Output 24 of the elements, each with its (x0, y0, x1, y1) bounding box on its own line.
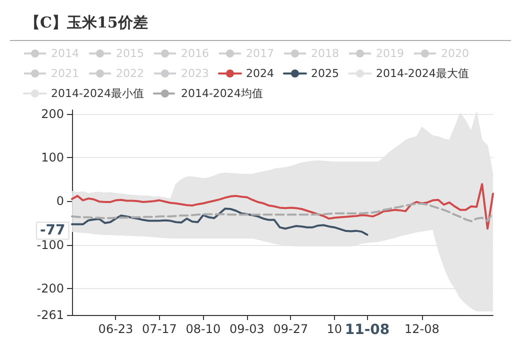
x-tick-label: 09-27 (273, 322, 308, 336)
x-tick-label: 07-17 (142, 322, 177, 336)
legend-label: 2014-2024最大值 (376, 67, 469, 80)
legend-label: 2014-2024均值 (180, 87, 263, 100)
y-tick-label: 200 (41, 106, 64, 121)
line-series (71, 183, 494, 230)
y-tick-label: -200 (36, 281, 64, 296)
y-tick-label: 0 (56, 194, 64, 208)
y-tick-label: -261 (36, 308, 64, 322)
x-tick-label: 10 (326, 322, 342, 336)
chart-title: 【C】玉米15价差 (25, 14, 148, 32)
y-tick-label: 100 (41, 150, 64, 165)
x-tick-label: 09-03 (230, 322, 264, 336)
line-series (71, 202, 494, 222)
x-tick-label: 08-10 (186, 322, 221, 336)
text: -77 (40, 222, 66, 239)
legend-label: 2014-2024最小值 (51, 87, 144, 100)
x-tick-label: 11-08 (344, 322, 390, 338)
legend-label: 2024 (246, 67, 274, 80)
legend-label: 2025 (310, 67, 339, 80)
y-tick-label: -100 (36, 238, 64, 252)
line-series (71, 208, 368, 236)
x-tick-label: 12-08 (404, 322, 440, 336)
x-tick-label: 06-23 (98, 322, 134, 336)
